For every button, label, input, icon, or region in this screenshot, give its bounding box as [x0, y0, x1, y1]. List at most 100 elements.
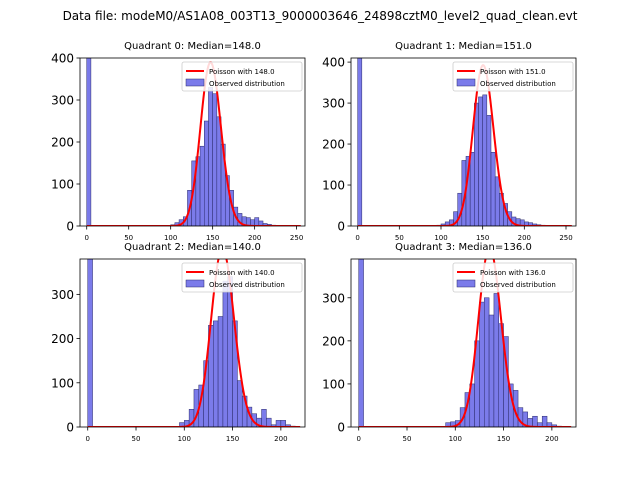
quadrant-3-y-tick-label: 300: [322, 291, 345, 305]
quadrant-0-y-tick-label: 400: [51, 52, 74, 66]
quadrant-2-legend-poisson-label: Poisson with 140.0: [209, 269, 275, 277]
quadrant-3-axes-frame: [350, 258, 577, 428]
quadrant-1-x-tick-label: 200: [518, 234, 531, 242]
quadrant-3-legend-poisson-label: Poisson with 136.0: [480, 269, 546, 277]
quadrant-3-bar: [484, 297, 490, 427]
quadrant-2-legend-observed-swatch: [185, 279, 205, 288]
quadrant-1-bar: [490, 151, 496, 226]
quadrant-2-plot-area: [87, 259, 301, 427]
quadrant-3-x-tick-label: 0: [356, 435, 360, 443]
quadrant-2-x-tick-label: 200: [274, 435, 287, 443]
quadrant-0-x-tick-label: 200: [248, 234, 261, 242]
quadrant-3-legend-box: [452, 262, 574, 293]
quadrant-1-bar: [494, 176, 500, 226]
quadrant-1-x-tick-label: 150: [476, 234, 489, 242]
quadrant-3-x-tick-label: 50: [403, 435, 412, 443]
quadrant-3-bar: [532, 415, 538, 427]
quadrant-2-bar: [213, 320, 219, 427]
quadrant-2-legend-observed-label: Observed distribution: [209, 281, 285, 289]
quadrant-0-y-tick-label: 300: [51, 94, 74, 108]
quadrant-1-legend-observed-label: Observed distribution: [480, 80, 556, 88]
quadrant-2-legend: Poisson with 140.0 Observed distribution: [181, 262, 303, 293]
quadrant-1-y-tick-label: 400: [322, 56, 345, 70]
quadrant-0-x-tick-label: 150: [206, 234, 219, 242]
quadrant-0-x-tick-label: 50: [124, 234, 133, 242]
quadrant-1-bar: [486, 115, 492, 226]
quadrant-0-y-tick-label: 0: [66, 220, 74, 234]
quadrant-0-y-tick-label: 100: [51, 178, 74, 192]
quadrant-1-y-tick-label: 300: [322, 97, 345, 111]
quadrant-2-legend-box: [181, 262, 303, 293]
quadrant-2-title: Quadrant 2: Median=140.0: [124, 242, 261, 253]
quadrant-1-bar: [478, 96, 483, 226]
quadrant-0-poisson-line: [86, 61, 301, 226]
quadrant-2-bar: [266, 417, 272, 427]
quadrant-0-legend: Poisson with 148.0 Observed distribution: [181, 61, 303, 92]
quadrant-2-bar: [237, 380, 243, 427]
quadrant-0-chart: 0 50 100 150 200 250 0 100 200 300 400 Quadrant 0: …: [51, 41, 306, 242]
quadrant-1-x-tick-label: 0: [355, 234, 359, 242]
quadrant-2-y-tick-label: 100: [51, 376, 74, 390]
quadrant-3-bar: [493, 293, 499, 427]
quadrant-1-bar: [474, 102, 479, 226]
quadrant-1-axes-frame: [350, 57, 577, 227]
quadrant-1-legend: Poisson with 151.0 Observed distribution: [452, 61, 574, 92]
quadrant-2-x-tick-label: 50: [132, 435, 141, 443]
quadrant-2-bar-zero: [87, 259, 93, 427]
quadrant-1-legend-box: [452, 61, 574, 92]
quadrant-2-x-tick-label: 100: [178, 435, 191, 443]
quadrant-0-bar: [199, 145, 205, 226]
quadrant-0-bar-zero: [86, 58, 92, 226]
quadrant-3-x-tick-label: 100: [449, 435, 462, 443]
quadrant-3-legend: Poisson with 136.0 Observed distribution: [452, 262, 574, 293]
quadrant-1-y-tick-label: 100: [322, 179, 345, 193]
quadrant-1-y-tick-label: 200: [322, 138, 345, 152]
quadrant-3-y-tick-label: 100: [322, 377, 345, 391]
quadrant-1-x-tick-label: 50: [395, 234, 404, 242]
quadrant-0-bar: [216, 116, 222, 226]
quadrant-1-y-tick-label: 0: [337, 220, 345, 234]
quadrant-0-title: Quadrant 0: Median=148.0: [124, 41, 261, 52]
quadrant-2-y-tick-label: 300: [51, 288, 74, 302]
quadrant-0-legend-observed-swatch: [185, 78, 205, 87]
quadrant-3-x-tick-label: 200: [545, 435, 558, 443]
quadrant-3-chart: 0 50 100 150 200 0 100 200 300 Quadrant 3: Median…: [322, 242, 577, 443]
quadrant-1-plot-area: [357, 58, 572, 226]
quadrant-0-bar: [208, 87, 213, 226]
quadrant-0-bar: [254, 217, 260, 226]
quadrant-3-bar: [541, 415, 548, 427]
quadrant-3-y-tick-label: 200: [322, 334, 345, 348]
quadrant-3-bar: [488, 314, 495, 427]
quadrant-0-legend-poisson-label: Poisson with 148.0: [209, 68, 275, 76]
quadrant-1-poisson-line: [357, 64, 572, 226]
quadrant-2-x-tick-label: 150: [226, 435, 239, 443]
quadrant-0-bar: [204, 120, 209, 226]
quadrant-3-legend-observed-swatch: [456, 279, 476, 288]
quadrant-1-bar: [469, 151, 475, 226]
quadrant-3-bar: [479, 301, 485, 427]
quadrant-1-legend-observed-swatch: [456, 78, 476, 87]
quadrant-0-x-tick-label: 100: [164, 234, 177, 242]
quadrant-0-bar: [212, 93, 218, 226]
quadrant-0-legend-observed-label: Observed distribution: [209, 80, 285, 88]
quadrant-0-x-tick-label: 0: [84, 234, 88, 242]
quadrant-3-y-tick-label: 0: [337, 421, 345, 435]
quadrant-1-title: Quadrant 1: Median=151.0: [395, 41, 532, 52]
quadrant-2-bar: [222, 280, 228, 427]
quadrant-1-x-tick-label: 250: [559, 234, 572, 242]
quadrant-2-axes-frame: [79, 258, 306, 428]
quadrant-1-x-tick-label: 100: [434, 234, 447, 242]
quadrant-2-bar: [261, 409, 267, 427]
figure-suptitle: Data file: modeM0/AS1A08_003T13_90000036…: [63, 9, 578, 23]
quadrant-2-chart: 0 50 100 150 200 0 100 200 300 Quadrant 2: Median…: [51, 242, 306, 443]
quadrant-1-bar-zero: [357, 58, 363, 226]
quadrant-3-bar-zero: [358, 259, 364, 427]
quadrant-0-legend-box: [181, 61, 303, 92]
quadrant-0-plot-area: [86, 58, 301, 226]
quadrant-2-bar: [217, 316, 224, 427]
quadrant-3-title: Quadrant 3: Median=136.0: [395, 242, 532, 253]
quadrant-3-legend-observed-label: Observed distribution: [480, 281, 556, 289]
quadrant-1-chart: 0 50 100 150 200 250 0 100 200 300 400 Quadrant 1: …: [322, 41, 577, 242]
quadrant-1-legend-poisson-label: Poisson with 151.0: [480, 68, 546, 76]
